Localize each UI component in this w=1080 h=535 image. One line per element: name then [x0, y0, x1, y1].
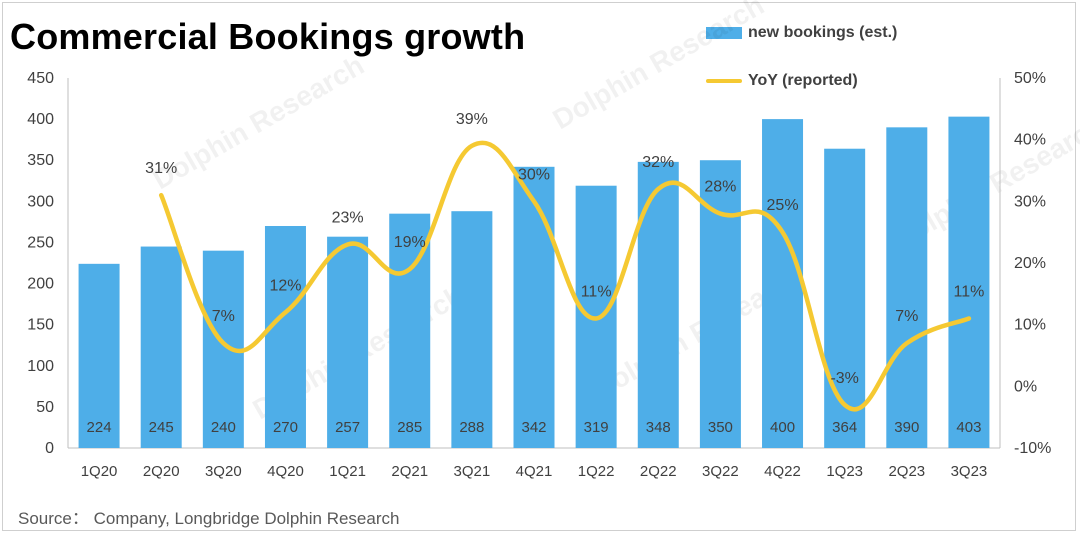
- yoy-value-label: 31%: [145, 160, 177, 177]
- source-note: Source： Company, Longbridge Dolphin Rese…: [18, 509, 400, 528]
- y-left-tick-label: 250: [27, 234, 54, 251]
- yoy-value-label: 23%: [332, 210, 364, 227]
- bar: [264, 226, 306, 448]
- bar-value-label: 350: [708, 419, 733, 436]
- yoy-value-label: 19%: [394, 234, 426, 251]
- bar-value-label: 245: [149, 419, 174, 436]
- x-tick-label: 3Q20: [205, 463, 242, 480]
- x-tick-label: 2Q21: [391, 463, 428, 480]
- y-right-tick-label: -10%: [1014, 440, 1051, 457]
- x-tick-label: 4Q21: [516, 463, 553, 480]
- yoy-value-label: 39%: [456, 111, 488, 128]
- legend-line-swatch: [706, 79, 742, 83]
- yoy-value-label: 7%: [895, 308, 918, 325]
- x-tick-label: 2Q22: [640, 463, 677, 480]
- yoy-value-label: 28%: [704, 179, 736, 196]
- y-left-tick-label: 100: [27, 358, 54, 375]
- x-tick-label: 4Q20: [267, 463, 304, 480]
- x-tick-label: 3Q22: [702, 463, 739, 480]
- bar: [886, 127, 928, 448]
- x-tick-label: 3Q23: [951, 463, 988, 480]
- bar-value-label: 390: [894, 419, 919, 436]
- y-right-tick-label: 0%: [1014, 378, 1037, 395]
- legend-yoy-label: YoY (reported): [748, 72, 858, 89]
- x-tick-label: 1Q22: [578, 463, 615, 480]
- y-right-tick-label: 50%: [1014, 70, 1046, 87]
- bar-value-label: 348: [646, 419, 671, 436]
- bar-value-label: 288: [459, 419, 484, 436]
- x-tick-label: 4Q22: [764, 463, 801, 480]
- bar: [637, 161, 679, 448]
- bar-value-label: 400: [770, 419, 795, 436]
- bar-value-label: 224: [87, 419, 112, 436]
- y-left-tick-label: 200: [27, 276, 54, 293]
- y-right-tick-label: 10%: [1014, 317, 1046, 334]
- bar: [824, 148, 866, 448]
- yoy-value-label: 11%: [954, 284, 985, 301]
- watermark-text: Dolphin Research: [548, 0, 770, 135]
- y-left-tick-label: 400: [27, 111, 54, 128]
- yoy-value-label: 32%: [642, 154, 674, 171]
- bar: [140, 246, 182, 448]
- yoy-value-label: 7%: [212, 308, 235, 325]
- legend-bar-swatch: [706, 27, 742, 39]
- bar: [78, 263, 120, 448]
- yoy-series-line: [158, 140, 972, 412]
- x-tick-label: 2Q23: [888, 463, 925, 480]
- bar-value-label: 319: [584, 419, 609, 436]
- yoy-value-label: -3%: [830, 370, 858, 387]
- bar-value-label: 240: [211, 419, 236, 436]
- legend-bookings: new bookings (est.): [706, 24, 897, 42]
- bar: [762, 119, 804, 448]
- chart-title: Commercial Bookings growth: [10, 16, 526, 57]
- bar-value-label: 285: [397, 419, 422, 436]
- y-right-tick-label: 30%: [1014, 193, 1046, 210]
- bar-value-label: 257: [335, 419, 360, 436]
- y-left-tick-label: 150: [27, 317, 54, 334]
- y-left-tick-label: 300: [27, 193, 54, 210]
- legend-yoy: YoY (reported): [706, 72, 858, 90]
- bar: [948, 116, 990, 449]
- watermark-text: Dolphin Research: [148, 49, 370, 195]
- legend-bookings-label: new bookings (est.): [748, 24, 898, 41]
- x-tick-label: 1Q20: [81, 463, 118, 480]
- bar-value-label: 270: [273, 419, 298, 436]
- y-left-tick-label: 50: [36, 399, 54, 416]
- x-tick-label: 3Q21: [454, 463, 491, 480]
- y-left-tick-label: 0: [45, 440, 54, 457]
- x-tick-label: 2Q20: [143, 463, 180, 480]
- bar: [327, 236, 369, 448]
- yoy-value-label: 25%: [767, 197, 799, 214]
- bar-value-label: 403: [956, 419, 981, 436]
- yoy-value-label: 11%: [581, 284, 612, 301]
- x-tick-label: 1Q21: [329, 463, 366, 480]
- y-left-tick-label: 450: [27, 70, 54, 87]
- y-right-tick-label: 20%: [1014, 255, 1046, 272]
- yoy-value-label: 30%: [518, 166, 550, 183]
- x-tick-label: 1Q23: [826, 463, 863, 480]
- bar: [451, 211, 493, 448]
- yoy-value-label: 12%: [269, 277, 301, 294]
- y-left-tick-label: 350: [27, 152, 54, 169]
- y-right-tick-label: 40%: [1014, 132, 1046, 149]
- bar-value-label: 364: [832, 419, 857, 436]
- bar-value-label: 342: [521, 419, 546, 436]
- bar: [513, 166, 555, 449]
